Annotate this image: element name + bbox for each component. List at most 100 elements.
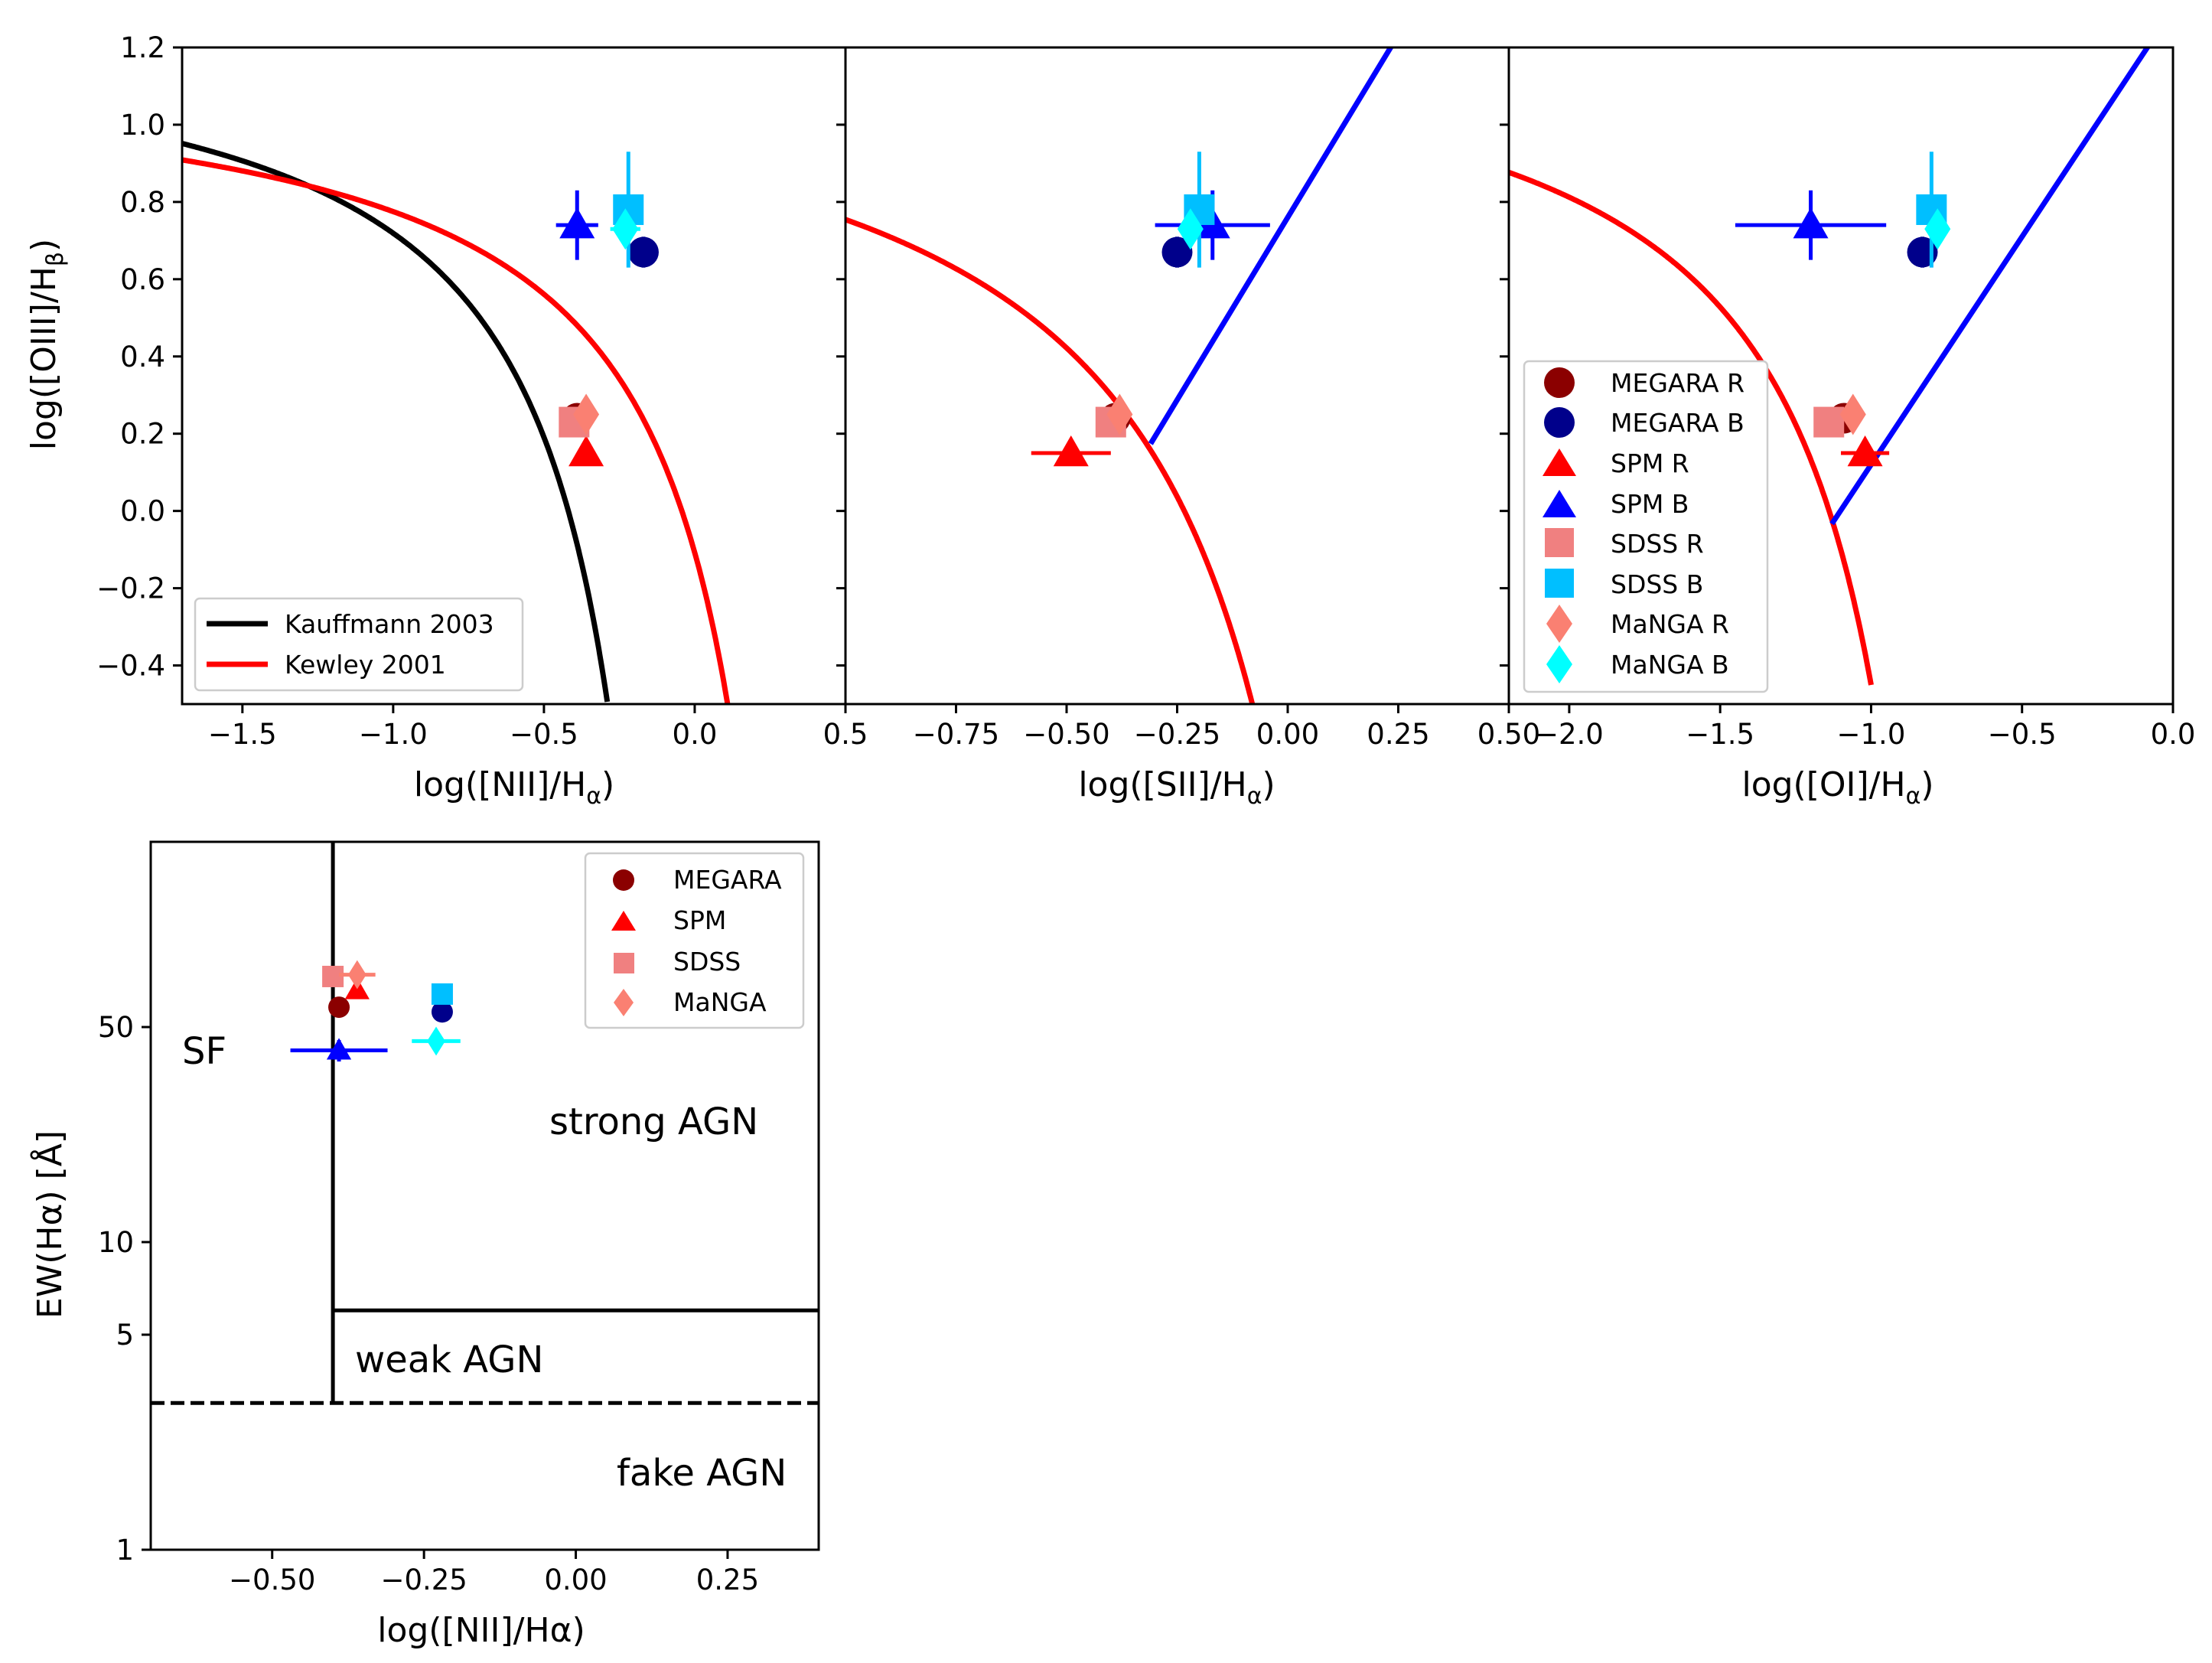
legend-sdss-marker <box>614 953 634 973</box>
region-weak-agn-label: weak AGN <box>355 1339 543 1381</box>
sii-x-tick-label: 0.25 <box>1367 718 1429 751</box>
sii-x-tick-label: −0.50 <box>1023 718 1109 751</box>
nii-plot-area <box>182 141 731 704</box>
sii-x-label-main: log([SII]/H <box>1078 765 1246 804</box>
legend-sdss-r-marker <box>1545 528 1574 557</box>
legend-spm-label: SPM <box>673 905 726 935</box>
oi-point-sdss-r <box>1813 406 1845 438</box>
legend-megara-b-label: MEGARA B <box>1611 408 1745 438</box>
legend-spm-b-label: SPM B <box>1611 489 1689 519</box>
nii-y-tick-label: −0.4 <box>96 650 165 683</box>
nii-x-tick-label: 0.5 <box>823 718 868 751</box>
nii-point-megara-b <box>627 236 659 268</box>
legend-manga-b-marker <box>1546 645 1572 683</box>
legend-sdss-b-label: SDSS B <box>1611 569 1703 599</box>
oi-x-label-main: log([OI]/H <box>1741 765 1905 804</box>
oi-point-manga-r <box>1839 393 1866 435</box>
whan-point-spm-b <box>326 1038 352 1060</box>
oi-x-label-sub: α <box>1906 783 1921 810</box>
sii-x-tick-label: −0.75 <box>913 718 999 751</box>
whan-x-tick-label: 0.00 <box>544 1564 607 1596</box>
whan-y-tick-label: 1 <box>116 1534 134 1567</box>
nii-x-label-sub: α <box>586 783 601 810</box>
sii-frame <box>844 46 1510 706</box>
nii-x-tick-label: 0.0 <box>673 718 718 751</box>
nii-y-tick-label: 1.2 <box>120 31 165 64</box>
whan-y-axis-label: EW(Hα) [Å] <box>29 1130 70 1319</box>
oi-x-axis-label: log([OI]/Hα) <box>1741 765 1933 810</box>
region-strong-agn-label: strong AGN <box>549 1101 758 1143</box>
whan-x-tick-label: −0.25 <box>380 1564 467 1596</box>
oi-x-tick-label: −2.0 <box>1535 718 1604 751</box>
nii-y-tick-label: −0.2 <box>96 572 165 605</box>
sii-plot-area <box>845 47 1394 704</box>
nii-y-tick-label: 0.0 <box>120 495 165 528</box>
whan-y-tick-label: 50 <box>98 1011 134 1044</box>
whan-frame <box>149 840 820 1551</box>
legend-sdss-label: SDSS <box>673 947 741 977</box>
whan-y-tick-label: 10 <box>98 1226 134 1259</box>
oi-line-seyfert-liner <box>1829 47 2151 526</box>
whan-plot-area <box>151 842 819 1405</box>
nii-y-tick-label: 0.8 <box>120 186 165 219</box>
legend-sdss-b-marker <box>1545 569 1574 598</box>
whan-y-tick-label: 5 <box>116 1319 134 1352</box>
whan-point-manga-b <box>427 1026 445 1056</box>
nii-x-tick-label: −0.5 <box>510 718 578 751</box>
sii-curve-kewley-2001 <box>845 217 1256 704</box>
nii-x-label-main: log([NII]/H <box>414 765 586 804</box>
legend-sdss-r-label: SDSS R <box>1611 529 1704 559</box>
nii-x-label-close: ) <box>601 765 614 804</box>
whan-x-tick-label: 0.25 <box>696 1564 759 1596</box>
legend-oi: MEGARA R MEGARA B SPM R SPM B SDSS R SDS… <box>1523 360 1769 693</box>
nii-curve-kewley-2001 <box>182 157 731 704</box>
sii-line-seyfert-liner <box>1148 47 1394 445</box>
bpt-y-label-close: ) <box>24 239 64 252</box>
sii-x-tick-label: 0.00 <box>1256 718 1319 751</box>
oi-x-tick-label: −1.5 <box>1686 718 1754 751</box>
whan-point-sdss-b <box>431 983 453 1005</box>
oi-point-spm-b <box>1793 207 1829 239</box>
oi-point-manga-b <box>1924 208 1951 250</box>
whan-x-axis-label: log([NII]/Hα) <box>377 1611 585 1650</box>
legend-manga-r-marker <box>1546 605 1572 643</box>
whan-x-tick-label: −0.50 <box>229 1564 315 1596</box>
whan-point-megara-b <box>431 1001 453 1023</box>
legend-whan-box <box>584 852 805 1029</box>
legend-megara-b-marker <box>1544 407 1575 438</box>
legend-manga-marker <box>614 989 634 1016</box>
legend-manga-label: MaNGA <box>673 987 767 1017</box>
oi-x-tick-label: −1.0 <box>1837 718 1906 751</box>
oi-x-tick-label: −0.5 <box>1988 718 2057 751</box>
legend-spm-b-marker <box>1543 490 1576 517</box>
panel-nii-bpt: −1.5 −1.0 −0.5 0.0 0.5 −0.4 −0.2 0.0 0.2 0.4 0.6 0.… <box>96 31 868 751</box>
nii-curve-kauffmann-2003 <box>182 141 611 703</box>
legend-oi-box <box>1523 360 1769 693</box>
legend-spm-r-marker <box>1543 448 1576 476</box>
oi-frame <box>1507 46 2175 706</box>
sii-x-label-sub: α <box>1247 783 1262 810</box>
oi-point-spm-r <box>1847 435 1883 467</box>
nii-x-tick-label: −1.5 <box>208 718 277 751</box>
nii-y-tick-label: 1.0 <box>120 109 165 142</box>
legend-kauffmann-label: Kauffmann 2003 <box>285 609 494 639</box>
legend-megara-marker <box>613 869 634 891</box>
nii-y-tick-label: 0.2 <box>120 418 165 451</box>
oi-x-tick-label: 0.0 <box>2151 718 2196 751</box>
panel-oi-bpt: −2.0 −1.5 −1.0 −0.5 0.0 <box>1500 46 2196 751</box>
nii-point-spm-r <box>568 435 604 467</box>
sii-x-tick-label: −0.25 <box>1134 718 1220 751</box>
nii-point-manga-b <box>612 208 639 250</box>
oi-curve-kewley-2001 <box>1509 169 1874 686</box>
sii-x-tick-label: 0.50 <box>1477 718 1540 751</box>
panel-whan: −0.50 −0.25 0.00 0.25 1 5 10 50 <box>98 840 820 1596</box>
legend-manga-b-label: MaNGA B <box>1611 650 1729 680</box>
bpt-y-axis-label: log([OIII]/Hβ) <box>24 239 69 450</box>
nii-x-axis-label: log([NII]/Hα) <box>414 765 614 810</box>
sii-point-spm-r <box>1053 435 1089 467</box>
oi-plot-area <box>1509 47 2151 686</box>
legend-manga-r-label: MaNGA R <box>1611 609 1729 639</box>
oi-x-label-close: ) <box>1920 765 1933 804</box>
sii-point-manga-r <box>1106 393 1133 435</box>
